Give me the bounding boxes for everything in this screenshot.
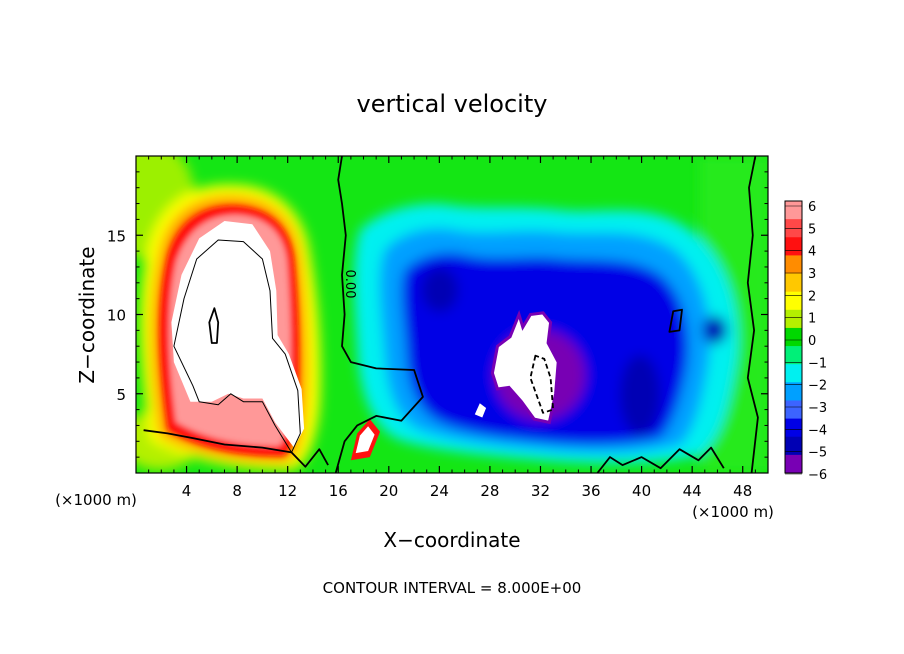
chart-title: vertical velocity [357, 90, 548, 118]
colorbar-swatch [785, 309, 802, 329]
colorbar-label: 3 [808, 267, 816, 282]
colorbar-swatch [785, 364, 802, 383]
x-tick-label: 8 [232, 482, 242, 500]
updraft-16-loop [208, 307, 220, 344]
x-tick-label: 44 [683, 482, 702, 500]
downdraft-white-core-small [474, 403, 487, 418]
colorbar-swatch [785, 291, 802, 311]
x-tick-label: 4 [182, 482, 192, 500]
x-tick-label: 36 [581, 482, 600, 500]
colorbar-swatch [785, 418, 802, 438]
downdraft-dashed-loop [529, 354, 554, 414]
contour-label: 0.00 [342, 270, 357, 299]
colorbar-swatch [785, 436, 802, 456]
colorbar-label: −2 [808, 379, 827, 394]
plot-area [136, 156, 768, 473]
central-zero-line [334, 156, 424, 473]
colorbar-label: −6 [808, 468, 827, 483]
x-unit-right: (×1000 m) [692, 503, 774, 521]
colorbar-swatch [785, 273, 802, 293]
colorbar-frame [784, 200, 803, 474]
x-tick-label: 48 [733, 482, 752, 500]
colorbar-swatch [785, 346, 802, 365]
x-tick-label: 40 [632, 482, 651, 500]
colorbar-swatch [785, 255, 802, 275]
lower-right-zero-line [596, 446, 725, 473]
colorbar-label: 1 [808, 312, 816, 327]
downdraft-white-core-main [490, 309, 560, 425]
x-tick-label: 16 [329, 482, 348, 500]
x-tick-label: 24 [430, 482, 449, 500]
y-axis: 5 10 15 [107, 171, 768, 458]
lower-red-cell-core [355, 426, 375, 454]
colorbar-label: −4 [808, 423, 827, 438]
colorbar-label: 0 [808, 334, 816, 349]
colorbar-label: −3 [808, 401, 827, 416]
x-unit-left: (×1000 m) [55, 491, 137, 509]
colorbar-label: 5 [808, 222, 816, 237]
colorbar-swatch [785, 382, 802, 401]
contour-interval-note: CONTOUR INTERVAL = 8.000E+00 [323, 579, 582, 597]
colorbar-swatch [785, 201, 802, 220]
y-tick-label: 5 [116, 386, 126, 404]
updraft-8-line [173, 239, 301, 453]
colorbar-swatch [785, 454, 802, 474]
colorbar: 6 5 4 3 2 1 0 −1 −2 −3 −4 −5 −6 [784, 200, 827, 483]
updraft-zero-line [143, 429, 329, 468]
right-zero-line [746, 156, 759, 473]
contour-lines [143, 156, 759, 473]
small-loop-right [668, 308, 683, 333]
y-axis-label: Z−coordinate [75, 246, 99, 383]
x-axis: 4 8 12 16 20 24 28 32 36 40 44 48 [148, 156, 756, 500]
updraft-white-core [171, 221, 305, 448]
y-tick-label: 10 [107, 307, 126, 325]
x-tick-label: 28 [480, 482, 499, 500]
colorbar-swatch [785, 400, 802, 420]
colorbar-label: 2 [808, 289, 816, 304]
colorbar-label: −5 [808, 446, 827, 461]
colorbar-swatch [785, 327, 802, 347]
colorbar-label: 4 [808, 245, 816, 260]
x-tick-label: 12 [278, 482, 297, 500]
colorbar-label: 6 [808, 200, 816, 215]
colorbar-swatch [785, 237, 802, 256]
colorbar-label: −1 [808, 356, 827, 371]
feature-shapes [171, 221, 560, 461]
x-tick-label: 32 [531, 482, 550, 500]
x-axis-label: X−coordinate [383, 528, 520, 552]
y-tick-label: 15 [107, 227, 126, 245]
x-tick-label: 20 [379, 482, 398, 500]
